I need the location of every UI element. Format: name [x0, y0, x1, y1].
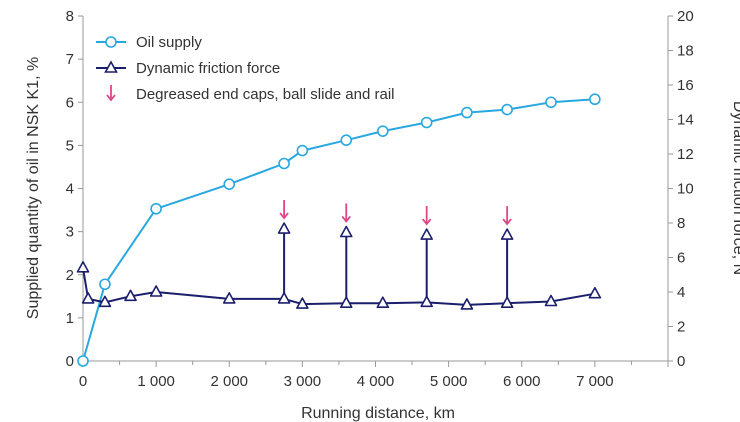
oil-supply-point [278, 157, 290, 170]
friction-force-point [277, 292, 291, 304]
friction-force-point [500, 296, 514, 309]
degrease-arrows [279, 200, 512, 226]
oil-supply-point [501, 103, 513, 116]
oil-supply-point [99, 278, 111, 291]
friction-force-point [81, 292, 95, 304]
degrease-arrow-head [279, 212, 289, 220]
y-left-tick-label: 6 [66, 94, 74, 111]
y-left-tick-label: 3 [66, 224, 74, 241]
series-markers [76, 93, 602, 367]
y-left-tick-label: 7 [66, 51, 74, 68]
friction-force-point [76, 261, 90, 273]
friction-force-point [339, 296, 353, 309]
friction-force-point [588, 286, 602, 299]
y-right-tick-label: 4 [677, 284, 685, 301]
friction-force-point [98, 295, 112, 308]
y-right-tick-label: 10 [677, 181, 694, 198]
legend-label-oil: Oil supply [136, 34, 202, 51]
oil-supply-point [77, 355, 89, 367]
y-right-tick-label: 8 [677, 215, 685, 232]
friction-force-point [222, 292, 236, 304]
y-left-tick-label: 4 [66, 181, 74, 198]
x-tick-label: 1 000 [137, 373, 175, 390]
x-axis-title: Running distance, km [301, 405, 455, 422]
x-tick-label: 3 000 [284, 373, 322, 390]
y-left-tick-label: 2 [66, 267, 74, 284]
friction-force-point [460, 298, 474, 310]
friction-force-point [500, 228, 514, 240]
friction-force-point [420, 295, 433, 308]
x-tick-label: 4 000 [357, 373, 395, 390]
y-right-tick-label: 20 [677, 8, 694, 25]
oil-supply-point [340, 134, 353, 146]
friction-force-point [339, 225, 353, 238]
friction-force-point [376, 296, 390, 309]
degrease-arrow-head [341, 215, 351, 223]
legend: Oil supply Dynamic friction force Degrease… [96, 34, 395, 103]
oil-supply-point [461, 106, 473, 119]
y-left-tick-label: 8 [66, 8, 74, 25]
y-right-tick-label: 0 [677, 353, 685, 370]
oil-supply-line [82, 98, 595, 362]
friction-force-point [296, 297, 309, 309]
friction-force-point [544, 294, 558, 307]
x-tick-label: 0 [79, 373, 87, 390]
x-tick-label: 6 000 [503, 373, 541, 390]
oil-supply-point [420, 116, 433, 129]
series-lines [82, 98, 596, 362]
y-right-tick-label: 18 [677, 43, 694, 60]
degrease-arrow-head [421, 218, 432, 226]
y-left-tick-label: 0 [66, 353, 74, 370]
legend-arrow-head [106, 94, 116, 102]
friction-force-point [149, 285, 163, 297]
y-right-tick-label: 2 [677, 319, 685, 336]
y-left-tick-label: 5 [66, 137, 74, 154]
x-tick-label: 2 000 [210, 373, 248, 390]
oil-supply-point [150, 202, 162, 215]
x-tick-label: 7 000 [576, 373, 614, 390]
friction-force-point [124, 289, 137, 302]
y-axis-left-title: Supplied quantity of oil in NSK K1, % [25, 57, 42, 319]
y-left-tick-label: 1 [66, 310, 74, 327]
oil-supply-point [296, 144, 309, 157]
friction-force-point [420, 228, 433, 240]
oil-supply-point [223, 178, 236, 190]
legend-label-arrow: Degreased end caps, ball slide and rail [136, 86, 395, 103]
oil-supply-point [589, 93, 601, 106]
y-right-tick-label: 6 [677, 250, 685, 267]
legend-friction-marker [104, 60, 118, 73]
y-right-tick-label: 16 [677, 77, 694, 94]
degrease-arrow-head [502, 218, 512, 226]
legend-label-friction: Dynamic friction force [136, 60, 280, 77]
oil-supply-point [377, 125, 389, 137]
friction-force-point [277, 222, 291, 234]
x-tick-label: 5 000 [430, 373, 468, 390]
y-right-tick-label: 12 [677, 146, 694, 163]
legend-oil-marker [105, 36, 117, 48]
y-axis-right-title: Dynamic friction force, N [730, 101, 740, 275]
oil-supply-point [545, 96, 557, 109]
y-right-tick-label: 14 [677, 112, 694, 129]
